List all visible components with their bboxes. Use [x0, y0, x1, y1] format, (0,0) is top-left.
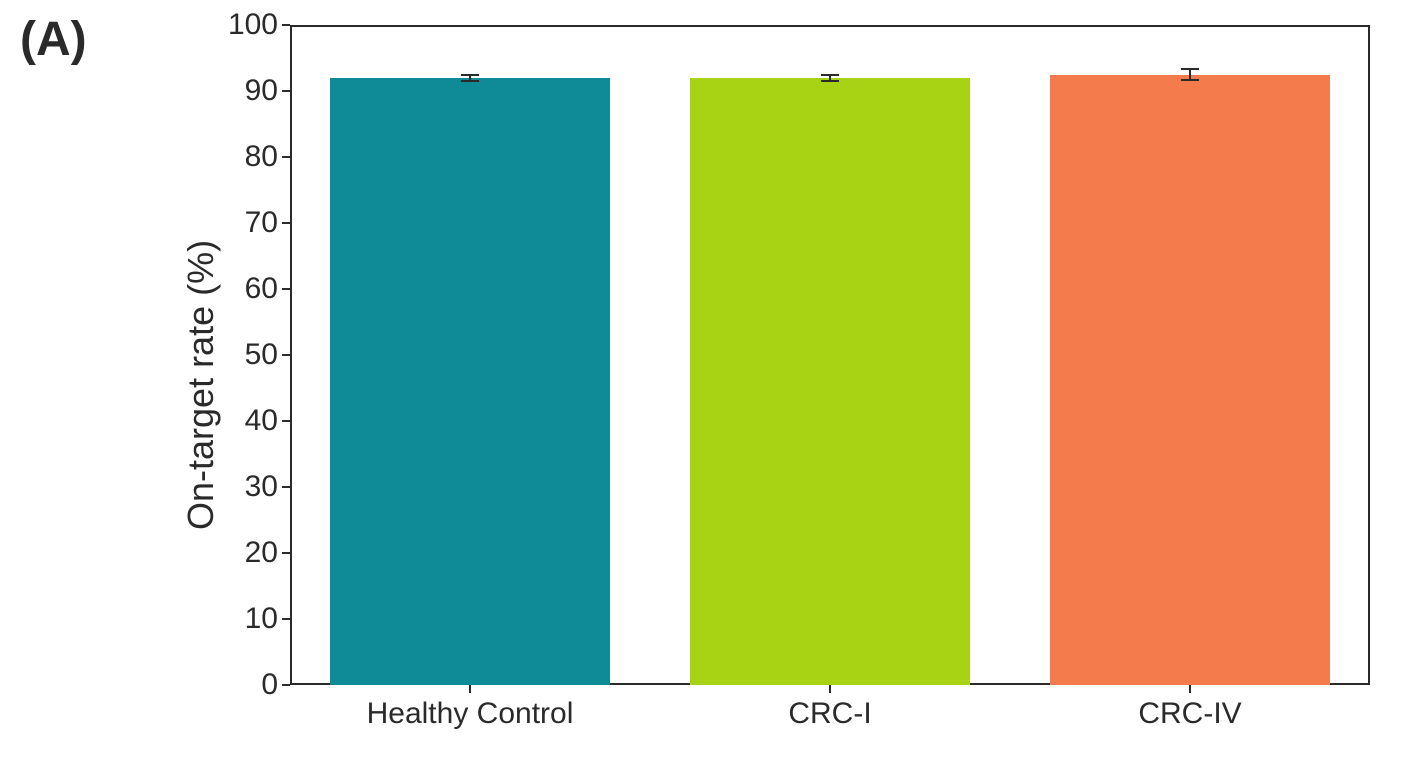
ytick-mark [282, 552, 290, 554]
ytick-mark [282, 618, 290, 620]
ytick-label: 50 [208, 338, 278, 372]
bar [690, 78, 971, 685]
ytick-mark [282, 684, 290, 686]
ytick-mark [282, 288, 290, 290]
bar [1050, 75, 1331, 686]
ytick-mark [282, 90, 290, 92]
xtick-mark [1189, 685, 1191, 693]
ytick-label: 0 [208, 668, 278, 702]
errorbar-cap [1181, 79, 1199, 81]
errorbar-cap [461, 74, 479, 76]
xtick-label: CRC-I [650, 697, 1010, 731]
ytick-label: 100 [208, 8, 278, 42]
errorbar-cap [461, 80, 479, 82]
errorbar-cap [821, 80, 839, 82]
xtick-label: CRC-IV [1010, 697, 1370, 731]
xtick-mark [469, 685, 471, 693]
ytick-label: 60 [208, 272, 278, 306]
bar [330, 78, 611, 685]
errorbar-cap [1181, 68, 1199, 70]
xtick-mark [829, 685, 831, 693]
xtick-label: Healthy Control [290, 697, 650, 731]
ytick-mark [282, 156, 290, 158]
ytick-label: 30 [208, 470, 278, 504]
panel-label: (A) [20, 12, 87, 67]
errorbar-cap [821, 74, 839, 76]
ytick-mark [282, 354, 290, 356]
ytick-mark [282, 24, 290, 26]
ytick-label: 70 [208, 206, 278, 240]
ytick-label: 80 [208, 140, 278, 174]
ytick-mark [282, 420, 290, 422]
ytick-mark [282, 222, 290, 224]
ytick-mark [282, 486, 290, 488]
ytick-label: 40 [208, 404, 278, 438]
ytick-label: 90 [208, 74, 278, 108]
ytick-label: 10 [208, 602, 278, 636]
ytick-label: 20 [208, 536, 278, 570]
